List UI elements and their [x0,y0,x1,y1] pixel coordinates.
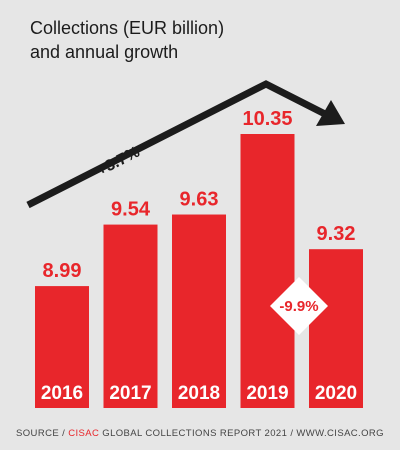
bar-year-label-2017: 2017 [109,383,151,404]
bar-value-label-2019: 10.35 [242,108,292,130]
bar-2019 [240,134,295,408]
bar-year-label-2020: 2020 [315,383,357,404]
chart-title: Collections (EUR billion) [30,18,225,38]
bar-year-label-2019: 2019 [246,383,288,404]
source-suffix: GLOBAL COLLECTIONS REPORT 2021 / WWW.CIS… [99,428,384,439]
chart-title-block: Collections (EUR billion) and annual gro… [30,16,290,64]
chart-subtitle: and annual growth [30,42,179,62]
bar-2018 [172,214,226,408]
source-prefix: SOURCE / [16,428,69,439]
bar-2020 [309,249,363,408]
bar-2017 [103,224,158,408]
source-brand: CISAC [68,428,100,439]
source-note: SOURCE / CISAC GLOBAL COLLECTIONS REPORT… [0,428,400,439]
bars-group [35,134,363,408]
growth-arrow-head [316,100,345,126]
growth-arrow [26,80,345,209]
bar-year-label-2016: 2016 [41,383,83,404]
bar-value-label-2020: 9.32 [317,223,356,245]
bar-2016 [35,286,89,408]
decline-marker [270,277,328,335]
bar-year-label-2018: 2018 [178,383,220,404]
bar-value-label-2016: 8.99 [43,260,82,282]
growth-arrow-line [26,80,327,209]
decline-annotation: -9.9% [279,298,318,315]
growth-annotation: +3.7% [94,144,143,180]
bar-value-label-2018: 9.63 [180,189,219,211]
bar-value-label-2017: 9.54 [111,199,151,221]
